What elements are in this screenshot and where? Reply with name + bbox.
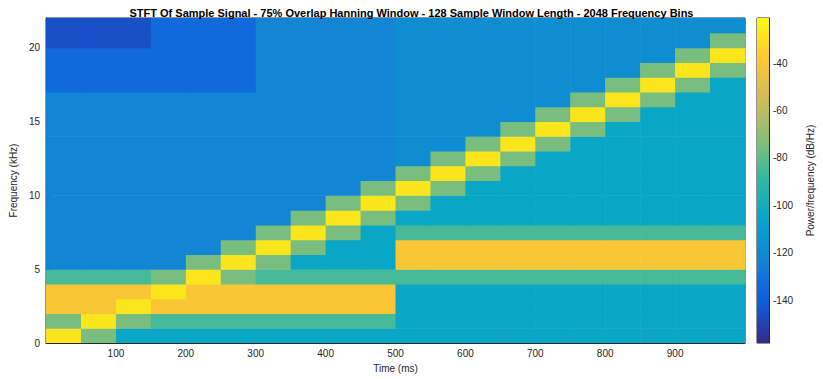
svg-text:-80: -80 [773,152,788,163]
svg-text:200: 200 [177,348,194,359]
svg-text:Frequency (kHz): Frequency (kHz) [8,144,19,218]
svg-text:900: 900 [667,348,684,359]
svg-text:300: 300 [247,348,264,359]
svg-text:5: 5 [34,264,40,275]
svg-text:Power/frequency (dB/Hz): Power/frequency (dB/Hz) [805,125,816,237]
svg-text:20: 20 [29,42,41,53]
svg-text:-120: -120 [773,247,793,258]
svg-text:15: 15 [29,116,41,127]
svg-text:-140: -140 [773,295,793,306]
svg-text:600: 600 [457,348,474,359]
svg-text:100: 100 [108,348,125,359]
svg-text:10: 10 [29,190,41,201]
svg-text:STFT Of Sample Signal - 75% Ov: STFT Of Sample Signal - 75% Overlap Hann… [130,7,694,19]
svg-text:-100: -100 [773,200,793,211]
svg-text:Time (ms): Time (ms) [373,363,418,374]
svg-text:800: 800 [597,348,614,359]
svg-text:-60: -60 [773,105,788,116]
svg-text:-40: -40 [773,58,788,69]
svg-text:700: 700 [527,348,544,359]
svg-text:500: 500 [387,348,404,359]
svg-text:0: 0 [34,338,40,349]
svg-text:400: 400 [317,348,334,359]
